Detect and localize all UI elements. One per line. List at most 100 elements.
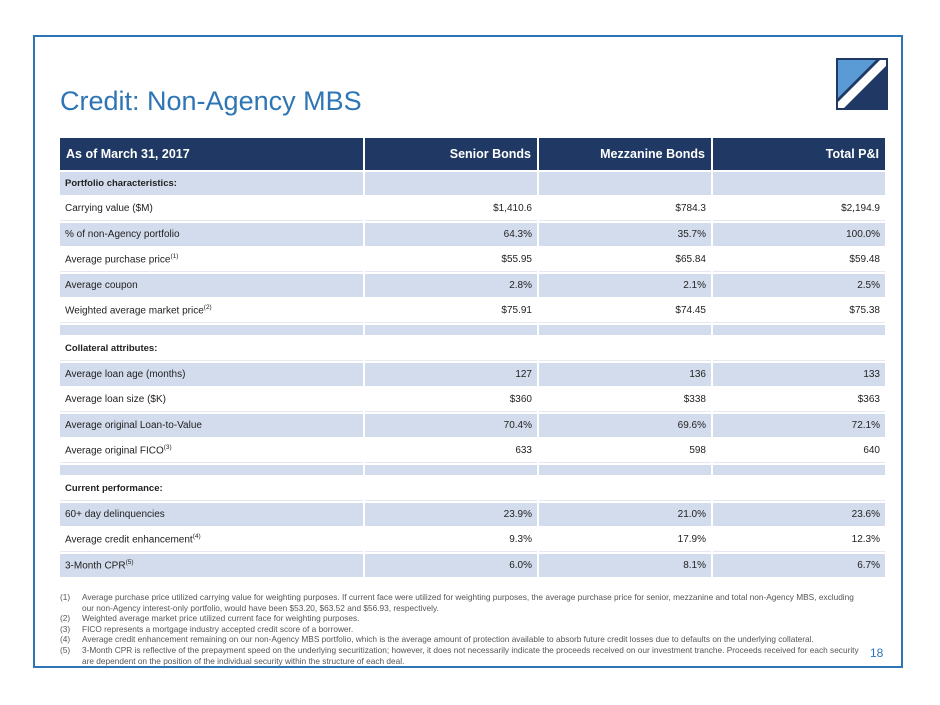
value-cell: $363: [713, 388, 885, 412]
value-cell: $74.45: [539, 299, 711, 323]
value-cell: 72.1%: [713, 414, 885, 437]
empty-cell: [713, 337, 885, 361]
label-text: Average original Loan-to-Value: [65, 420, 202, 431]
value-cell: $360: [365, 388, 537, 412]
value-cell: 127: [365, 363, 537, 386]
spacer-cell: [713, 325, 885, 335]
footnote: (4) Average credit enhancement remaining …: [60, 634, 860, 645]
label-text: Average loan age (months): [65, 369, 186, 380]
row-label: 60+ day delinquencies: [60, 503, 363, 526]
slide-title: Credit: Non-Agency MBS: [60, 86, 362, 116]
value-cell: 2.1%: [539, 274, 711, 297]
footnote-ref: (4): [192, 533, 201, 541]
table-row: Weighted average market price(2) $75.91 $7…: [60, 299, 885, 323]
table-row: Average credit enhancement(4) 9.3% 17.9% 12…: [60, 528, 885, 552]
slide-frame: [33, 35, 903, 668]
value-cell: $55.95: [365, 248, 537, 272]
empty-cell: [539, 477, 711, 501]
value-cell: 6.7%: [713, 554, 885, 577]
empty-cell: [365, 337, 537, 361]
row-label: Average original Loan-to-Value: [60, 414, 363, 437]
spacer-cell: [539, 325, 711, 335]
spacer-row: [60, 465, 885, 475]
value-cell: 64.3%: [365, 223, 537, 246]
value-cell: 17.9%: [539, 528, 711, 552]
footnote-marker: (2): [60, 613, 71, 624]
row-label: % of non-Agency portfolio: [60, 223, 363, 246]
section-label: Portfolio characteristics:: [60, 172, 363, 195]
footnotes: (1) Average purchase price utilized carry…: [60, 592, 860, 666]
label-text: Average loan size ($K): [65, 394, 166, 405]
value-cell: 598: [539, 439, 711, 463]
footnote-text: FICO represents a mortgage industry acce…: [82, 623, 354, 634]
value-cell: 23.6%: [713, 503, 885, 526]
table-row: Average purchase price(1) $55.95 $65.84 $59…: [60, 248, 885, 272]
spacer-cell: [539, 465, 711, 475]
value-cell: $65.84: [539, 248, 711, 272]
table-row: 60+ day delinquencies 23.9% 21.0% 23.6%: [60, 503, 885, 526]
footnote: (2) Weighted average market price utilize…: [60, 613, 860, 624]
data-table: As of March 31, 2017 Senior Bonds Mezzanin…: [58, 136, 887, 579]
spacer-cell: [60, 465, 363, 475]
footnote-ref: (3): [163, 444, 172, 452]
value-cell: 23.9%: [365, 503, 537, 526]
row-label: Average loan size ($K): [60, 388, 363, 412]
value-cell: 633: [365, 439, 537, 463]
page-number: 18: [870, 646, 884, 660]
value-cell: 35.7%: [539, 223, 711, 246]
value-cell: 100.0%: [713, 223, 885, 246]
row-label: Average loan age (months): [60, 363, 363, 386]
value-cell: 8.1%: [539, 554, 711, 577]
footnote-marker: (3): [60, 623, 71, 634]
spacer-cell: [713, 465, 885, 475]
table-row: Average original Loan-to-Value 70.4% 69.6%…: [60, 414, 885, 437]
row-label: 3-Month CPR(5): [60, 554, 363, 577]
value-cell: $2,194.9: [713, 197, 885, 221]
footnote-ref: (2): [203, 304, 212, 312]
footnote-marker: (4): [60, 634, 71, 645]
value-cell: 21.0%: [539, 503, 711, 526]
section-row: Portfolio characteristics:: [60, 172, 885, 195]
row-label: Average credit enhancement(4): [60, 528, 363, 552]
table-row: 3-Month CPR(5) 6.0% 8.1% 6.7%: [60, 554, 885, 577]
footnote: (1) Average purchase price utilized carry…: [60, 592, 860, 613]
label-text: Weighted average market price: [65, 305, 204, 317]
row-label: Average original FICO(3): [60, 439, 363, 463]
empty-cell: [713, 172, 885, 195]
footnote-marker: (1): [60, 592, 71, 602]
value-cell: $75.91: [365, 299, 537, 323]
section-label: Collateral attributes:: [60, 337, 363, 361]
empty-cell: [365, 477, 537, 501]
row-label: Carrying value ($M): [60, 197, 363, 221]
label-text: Carrying value ($M): [65, 203, 153, 214]
value-cell: 136: [539, 363, 711, 386]
value-cell: 9.3%: [365, 528, 537, 552]
value-cell: 2.5%: [713, 274, 885, 297]
label-text: Average original FICO: [65, 445, 164, 457]
section-row: Collateral attributes:: [60, 337, 885, 361]
row-label: Weighted average market price(2): [60, 299, 363, 323]
footnote-text: 3-Month CPR is reflective of the prepaym…: [82, 644, 859, 666]
spacer-cell: [365, 465, 537, 475]
table-row: Average loan size ($K) $360 $338 $363: [60, 388, 885, 412]
spacer-cell: [60, 325, 363, 335]
spacer-cell: [365, 325, 537, 335]
label-text: 60+ day delinquencies: [65, 509, 165, 520]
table-row: % of non-Agency portfolio 64.3% 35.7% 100.0…: [60, 223, 885, 246]
footnote-text: Average purchase price utilized carrying…: [82, 592, 854, 613]
footnote-text: Weighted average market price utilized c…: [82, 613, 360, 624]
label-text: Average purchase price: [65, 254, 171, 266]
row-label: Average coupon: [60, 274, 363, 297]
table-row: Average coupon 2.8% 2.1% 2.5%: [60, 274, 885, 297]
footnote: (5) 3-Month CPR is reflective of the prep…: [60, 645, 860, 666]
table-row: Carrying value ($M) $1,410.6 $784.3 $2,194.…: [60, 197, 885, 221]
value-cell: 69.6%: [539, 414, 711, 437]
label-text: 3-Month CPR: [65, 560, 126, 572]
value-cell: $784.3: [539, 197, 711, 221]
section-label: Current performance:: [60, 477, 363, 501]
footnote-marker: (5): [60, 644, 71, 655]
label-text: % of non-Agency portfolio: [65, 229, 180, 240]
column-header: Total P&I: [713, 138, 885, 170]
value-cell: $1,410.6: [365, 197, 537, 221]
